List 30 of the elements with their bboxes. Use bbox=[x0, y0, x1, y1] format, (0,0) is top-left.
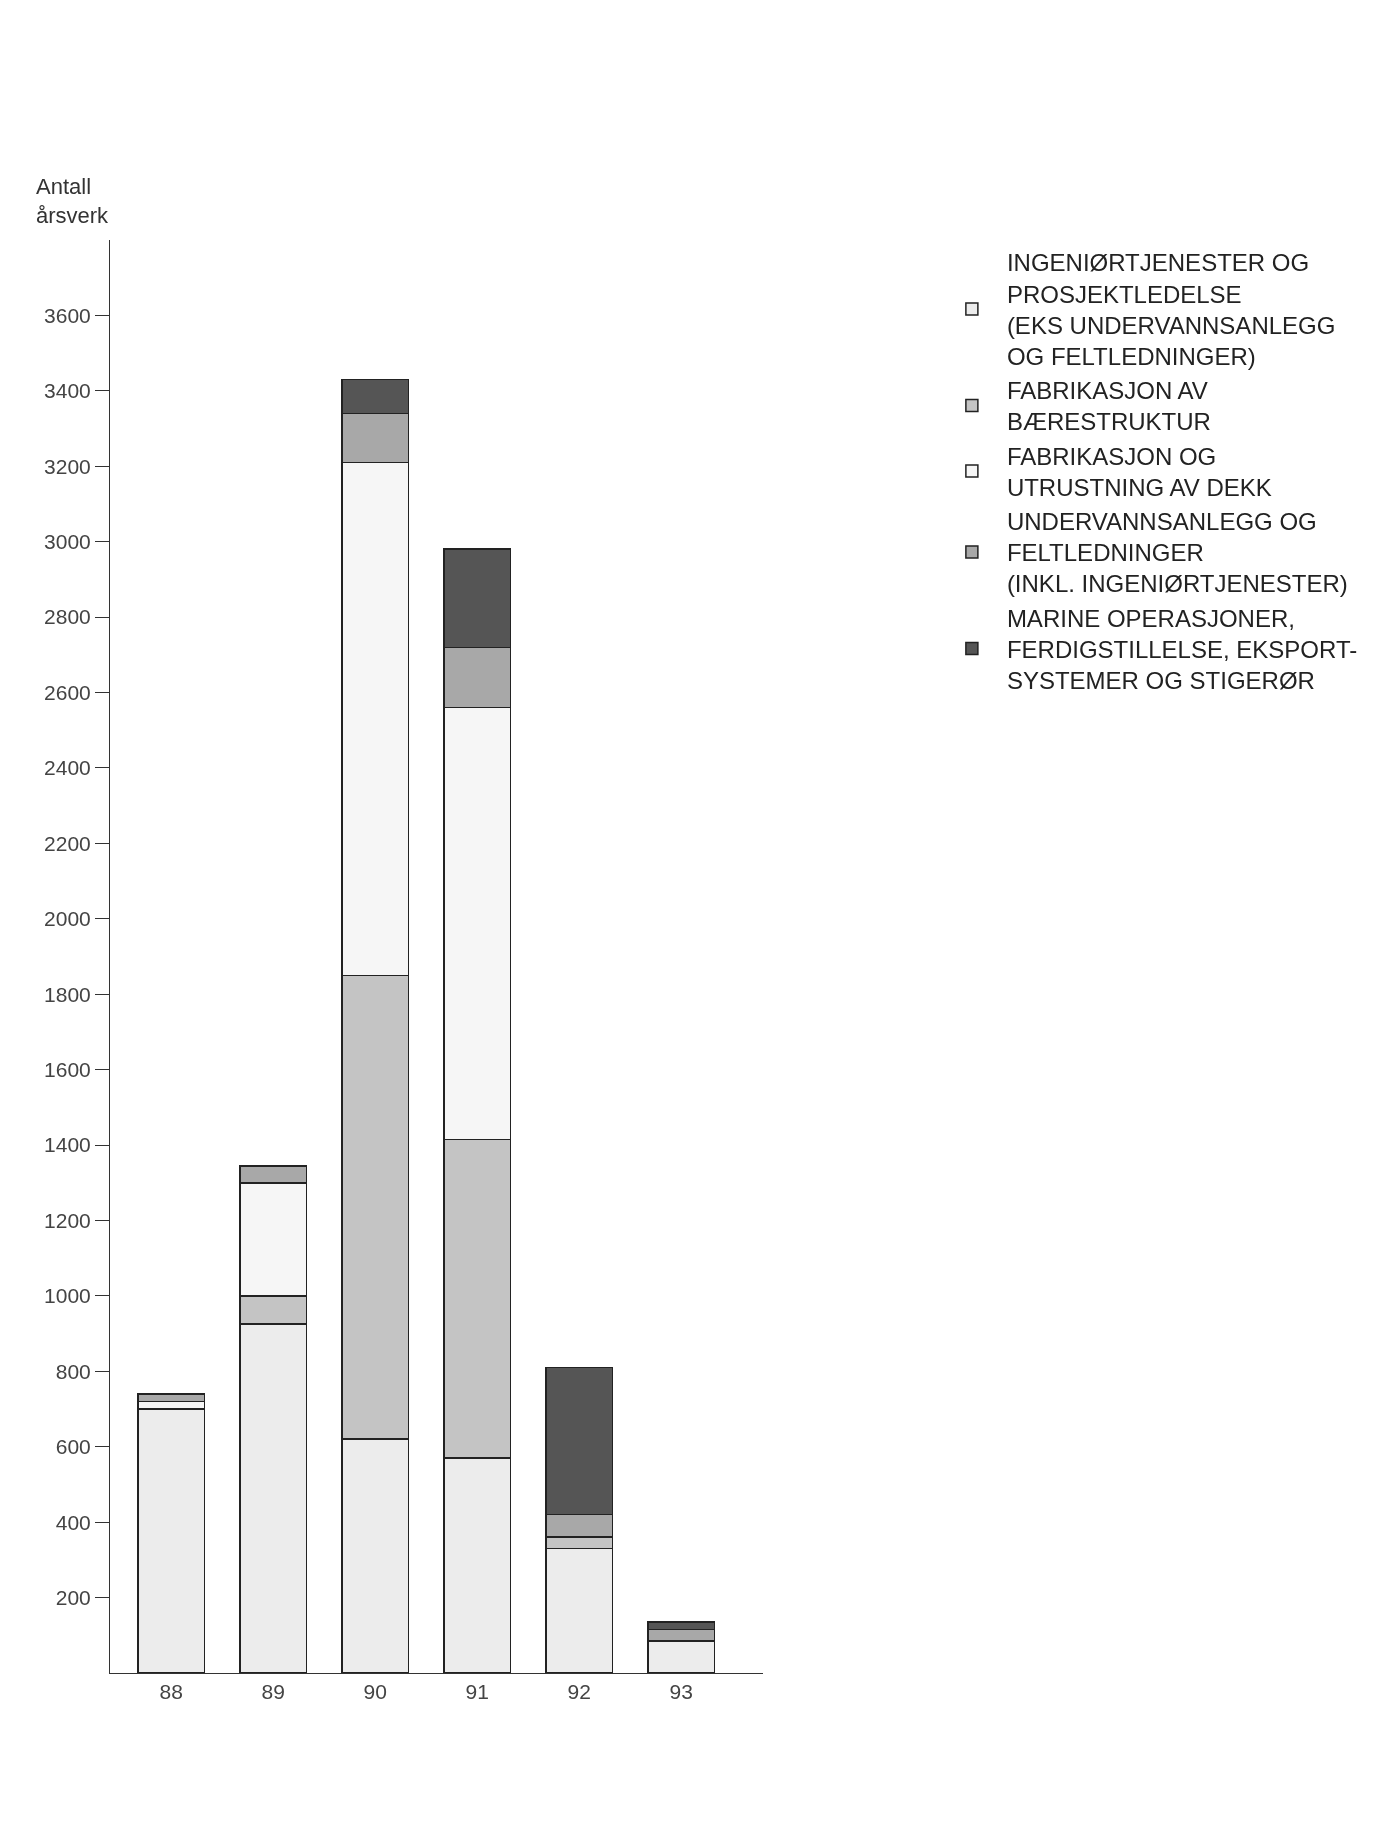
x-tick-label: 88 bbox=[159, 1680, 183, 1704]
y-tick-label: 2400 bbox=[44, 756, 91, 780]
y-tick-label: 2000 bbox=[44, 907, 91, 931]
y-tick-label: 800 bbox=[55, 1359, 91, 1383]
legend-label: INGENIØRTJENESTER OG PROSJEKTLEDELSE (EKS UNDERVANNSANLEGG OG FELTLEDNINGER) bbox=[1006, 249, 1336, 371]
y-tick-label: 3000 bbox=[44, 530, 91, 554]
y-tick-label: 3400 bbox=[44, 379, 91, 403]
x-tick-label: 90 bbox=[363, 1680, 387, 1704]
y-tick-label: 1200 bbox=[44, 1208, 91, 1232]
y-tick-label: 400 bbox=[55, 1510, 91, 1534]
y-tick-label: 2200 bbox=[44, 831, 91, 855]
x-tick-label: 93 bbox=[669, 1680, 693, 1704]
y-tick-label: 1600 bbox=[44, 1057, 91, 1081]
y-axis-title: Antall årsverk bbox=[36, 174, 110, 228]
y-tick-label: 1000 bbox=[44, 1284, 91, 1308]
legend-label: FABRIKASJON OG UTRUSTNING AV DEKK bbox=[1006, 442, 1272, 501]
legend-label: MARINE OPERASJONER, FERDIGSTILLELSE, EKSPORT- SYSTEMER OG STIGERØR bbox=[1006, 604, 1358, 695]
y-tick-label: 3600 bbox=[44, 303, 91, 327]
y-tick-label: 200 bbox=[55, 1585, 91, 1609]
y-tick-label: 1800 bbox=[44, 982, 91, 1006]
y-tick-label: 2600 bbox=[44, 680, 91, 704]
legend-label: UNDERVANNSANLEGG OG FELTLEDNINGER (INKL. INGENIØRTJENESTER) bbox=[1006, 508, 1348, 598]
y-tick-label: 1400 bbox=[44, 1133, 91, 1157]
x-tick-label: 92 bbox=[567, 1680, 591, 1704]
y-tick-label: 600 bbox=[55, 1435, 91, 1459]
y-tick-label: 3200 bbox=[44, 454, 91, 478]
y-tick-label: 2800 bbox=[44, 605, 91, 629]
x-tick-label: 91 bbox=[465, 1680, 489, 1704]
x-tick-label: 89 bbox=[261, 1680, 285, 1704]
legend-label: FABRIKASJON AV BÆRESTRUKTUR bbox=[1006, 377, 1211, 436]
